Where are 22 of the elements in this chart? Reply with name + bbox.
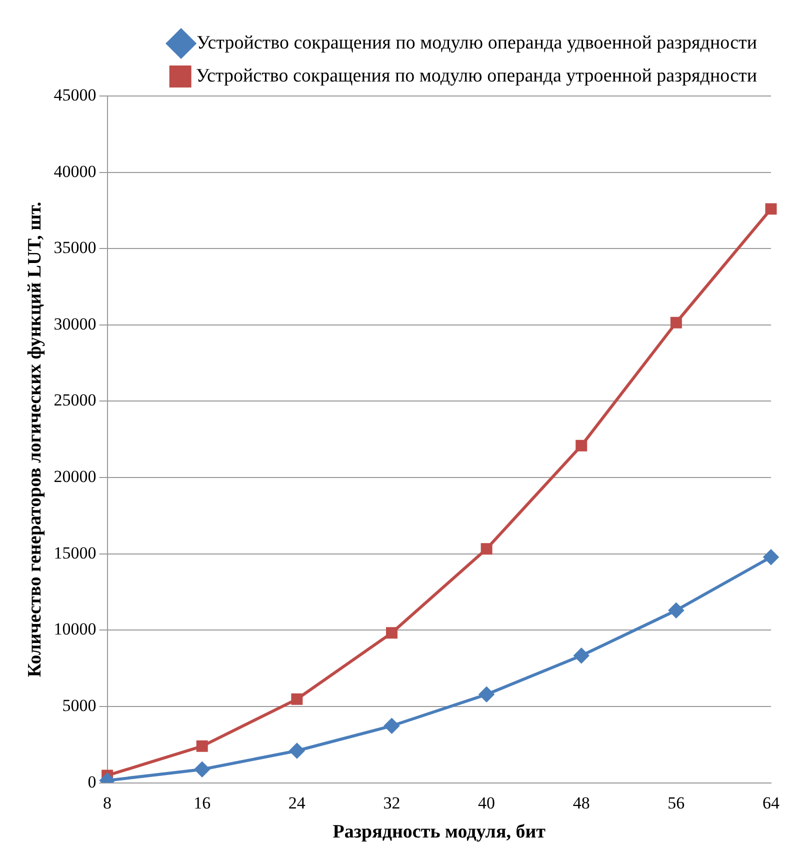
y-tick-label: 5000 xyxy=(62,696,96,715)
y-tick-label: 15000 xyxy=(54,543,96,562)
y-tick-label: 35000 xyxy=(54,238,96,258)
x-tick-label: 64 xyxy=(762,793,780,812)
x-tick-label: 48 xyxy=(572,793,590,812)
y-tick-label: 20000 xyxy=(54,467,96,486)
x-axis-title: Разрядность модуля, бит xyxy=(332,822,546,843)
x-tick-label: 56 xyxy=(668,793,685,812)
y-tick-label: 10000 xyxy=(54,620,96,639)
y-tick-label: 45000 xyxy=(54,85,96,104)
x-tick-label: 32 xyxy=(383,793,400,812)
x-tick-label: 24 xyxy=(288,793,306,812)
x-tick-label: 16 xyxy=(194,793,211,812)
y-axis-title: Количество генераторов логических функций LUT, шт. xyxy=(24,202,46,678)
y-tick-label: 30000 xyxy=(54,314,96,334)
legend-label: Устройство сокращения по модулю операнда удвоенной разрядности xyxy=(196,32,758,54)
y-tick-label: 25000 xyxy=(54,390,96,410)
x-tick-label: 8 xyxy=(103,793,112,812)
x-tick-label: 40 xyxy=(478,793,496,812)
y-tick-label: 40000 xyxy=(54,162,96,181)
legend-label: Устройство сокращения по модулю операнда утроенной разрядности xyxy=(196,65,758,86)
y-tick-label: 0 xyxy=(88,772,96,792)
